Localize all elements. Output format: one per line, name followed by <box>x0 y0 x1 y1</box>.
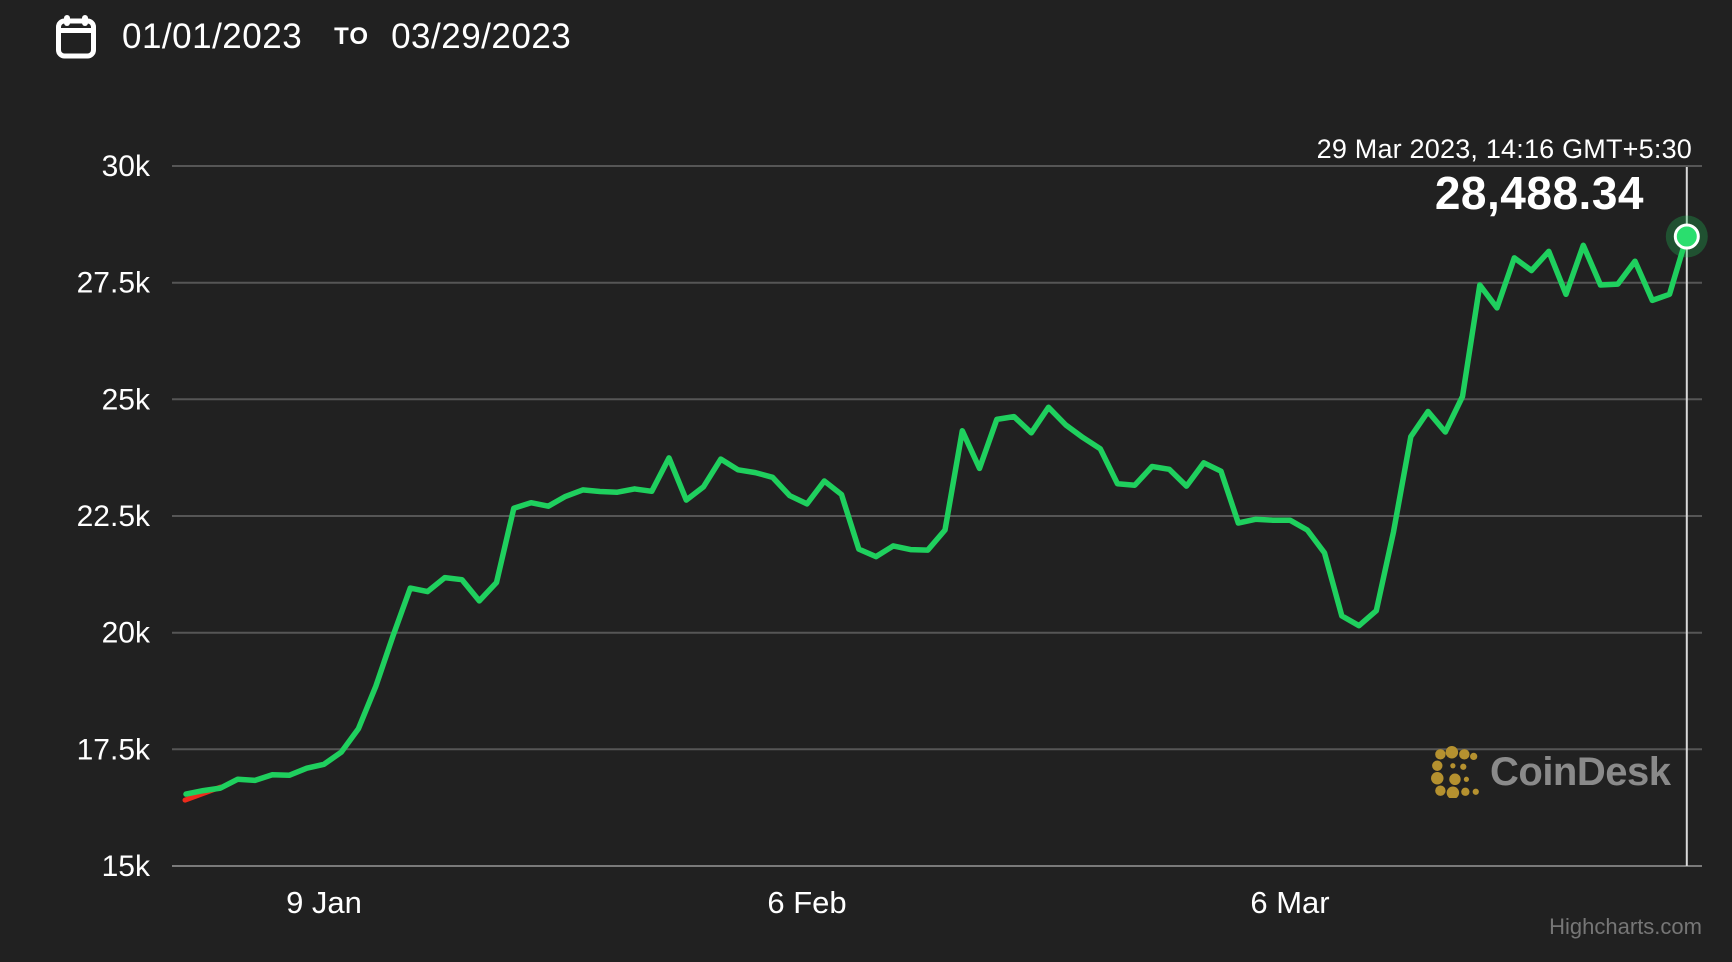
x-axis-label-6-feb: 6 Feb <box>767 885 846 920</box>
date-range-picker: 01/01/2023 TO 03/29/2023 <box>56 14 571 60</box>
date-range-to-label: TO <box>334 23 370 50</box>
y-axis-label-25k: 25k <box>102 383 151 416</box>
price-line[interactable] <box>183 233 1690 797</box>
y-axis-label-22.5k: 22.5k <box>77 500 151 533</box>
coindesk-logo-text: CoinDesk <box>1490 749 1671 794</box>
last-point-marker[interactable] <box>1673 223 1700 250</box>
coindesk-logo-icon <box>1431 746 1479 798</box>
x-axis-label-6-mar: 6 Mar <box>1250 885 1329 920</box>
y-axis-label-27.5k: 27.5k <box>77 267 151 300</box>
end-date-field[interactable]: 03/29/2023 <box>391 17 572 56</box>
x-axis-label-9-jan: 9 Jan <box>286 885 362 920</box>
start-date-field[interactable]: 01/01/2023 <box>122 17 303 56</box>
highcharts-credits[interactable]: Highcharts.com <box>1549 914 1702 939</box>
calendar-icon[interactable] <box>56 14 96 60</box>
y-axis-label-15k: 15k <box>102 850 151 883</box>
y-axis-label-17.5k: 17.5k <box>77 733 151 766</box>
y-axis-label-30k: 30k <box>102 150 151 183</box>
coindesk-watermark: CoinDesk <box>1430 746 1671 798</box>
y-axis-label-20k: 20k <box>102 617 151 650</box>
